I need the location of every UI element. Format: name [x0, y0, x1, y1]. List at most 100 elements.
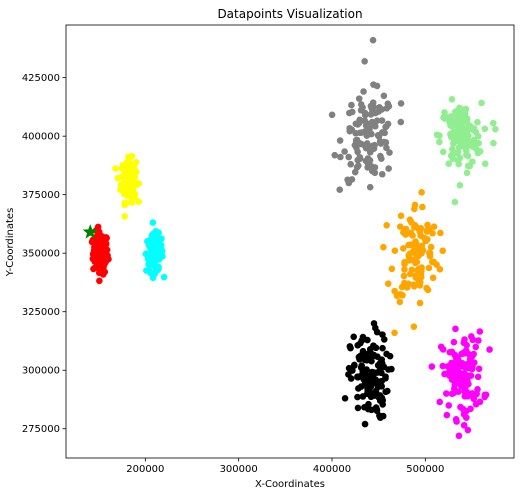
data-point — [474, 386, 481, 393]
data-point — [379, 331, 386, 338]
data-point — [119, 161, 127, 169]
data-point — [380, 92, 388, 100]
data-point — [142, 250, 150, 258]
x-tick-label: 400000 — [313, 464, 351, 475]
data-point — [401, 260, 408, 268]
data-point — [361, 420, 369, 428]
data-point — [417, 273, 425, 281]
data-point — [356, 155, 364, 163]
data-point — [429, 274, 437, 282]
data-point — [397, 212, 405, 220]
data-point — [371, 389, 379, 397]
star-marker — [82, 224, 98, 239]
data-point — [368, 406, 375, 414]
data-point — [436, 132, 443, 139]
data-point — [410, 281, 417, 288]
data-point — [425, 264, 433, 272]
data-point — [386, 352, 394, 360]
data-points — [82, 36, 499, 440]
data-point — [373, 407, 381, 415]
data-point — [411, 201, 419, 209]
data-point — [345, 179, 353, 187]
data-point — [467, 372, 475, 379]
x-axis-ticks: 200000 300000 400000 500000 — [126, 458, 444, 475]
data-point — [128, 199, 136, 206]
data-point — [378, 170, 386, 178]
data-point — [451, 381, 459, 389]
data-point — [372, 344, 380, 352]
data-point — [361, 403, 368, 411]
data-point — [461, 124, 469, 131]
data-point — [475, 139, 483, 147]
data-point — [423, 285, 431, 292]
data-point — [354, 373, 361, 381]
data-point — [475, 337, 482, 344]
data-point — [366, 183, 374, 191]
data-point — [451, 198, 459, 206]
data-point — [372, 109, 379, 117]
data-point — [376, 397, 384, 404]
data-point — [378, 117, 386, 124]
x-tick-label: 200000 — [126, 464, 164, 475]
data-point — [455, 432, 463, 440]
data-point — [356, 356, 363, 363]
data-point — [376, 104, 383, 111]
data-point — [397, 118, 405, 126]
data-point — [437, 343, 445, 351]
data-point — [357, 101, 365, 108]
data-point — [379, 412, 387, 420]
x-axis-label: X-Coordinates — [255, 479, 325, 490]
data-point — [391, 329, 398, 337]
data-point — [401, 279, 408, 287]
data-point — [463, 360, 471, 368]
data-point — [430, 223, 438, 231]
data-point — [155, 265, 162, 273]
data-point — [391, 247, 399, 254]
data-point — [448, 363, 455, 371]
data-point — [455, 358, 463, 365]
data-point — [461, 110, 469, 118]
data-point — [355, 162, 362, 169]
data-point — [412, 238, 419, 245]
data-point — [92, 247, 99, 254]
data-point — [396, 223, 404, 230]
data-point — [369, 36, 377, 44]
data-point — [383, 221, 390, 229]
data-point — [384, 120, 392, 128]
data-point — [462, 414, 470, 421]
data-point — [416, 278, 424, 286]
data-point — [413, 274, 420, 281]
data-point — [450, 389, 458, 397]
data-point — [481, 160, 489, 168]
data-point — [96, 238, 104, 246]
data-point — [439, 148, 447, 156]
data-point — [408, 266, 416, 274]
data-point — [91, 264, 98, 272]
data-point — [457, 403, 464, 411]
data-point — [121, 178, 128, 185]
data-point — [386, 149, 393, 156]
data-point — [346, 343, 354, 350]
y-tick-label: 425000 — [22, 73, 60, 84]
data-point — [492, 125, 499, 133]
data-point — [384, 387, 391, 395]
data-point — [359, 333, 367, 341]
data-point — [441, 115, 448, 122]
data-point — [410, 323, 418, 330]
data-point — [123, 192, 131, 199]
data-point — [464, 162, 472, 170]
data-point — [355, 95, 363, 102]
data-point — [147, 249, 155, 257]
data-point — [370, 320, 378, 327]
data-point — [423, 228, 431, 235]
data-point — [441, 109, 448, 116]
data-point — [114, 174, 122, 182]
data-point — [355, 385, 362, 392]
data-point — [135, 180, 143, 187]
data-point — [455, 369, 462, 376]
data-point — [378, 155, 385, 163]
data-point — [98, 259, 106, 267]
data-point — [126, 169, 134, 176]
data-point — [428, 363, 436, 370]
data-point — [357, 106, 365, 114]
